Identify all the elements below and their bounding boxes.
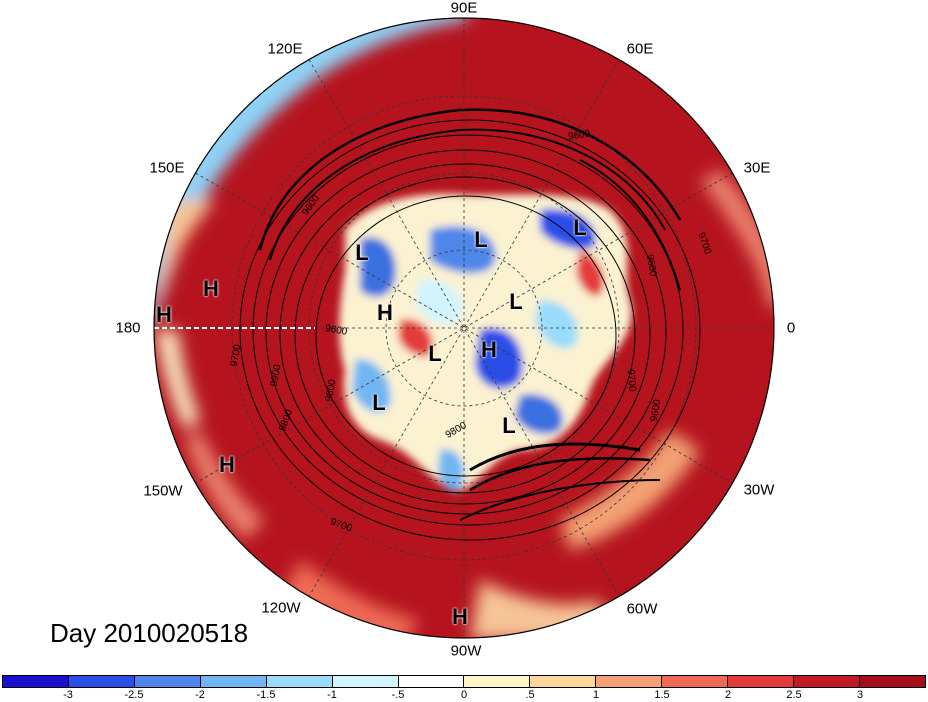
lon-label-120e: 120E	[267, 40, 303, 58]
colorbar-swatch	[266, 676, 333, 687]
lon-label-90w: 90W	[450, 642, 482, 660]
colorbar-swatch	[662, 676, 729, 687]
colorbar-swatch	[398, 676, 465, 687]
colorbar-tick-label: -1.5	[256, 689, 276, 701]
colorbar-tick-label: 1.5	[654, 689, 670, 701]
colorbar	[2, 675, 926, 688]
low-pressure-marker: L	[474, 227, 488, 252]
graticule	[154, 18, 774, 638]
colorbar-swatch	[332, 676, 399, 687]
colorbar-swatch	[596, 676, 663, 687]
colorbar-tick-label: 0	[460, 689, 468, 701]
colorbar-tick-label: 1	[592, 689, 600, 701]
low-pressure-marker: L	[573, 215, 587, 240]
low-pressure-marker: L	[355, 240, 369, 265]
lon-label-120w: 120W	[261, 599, 301, 617]
colorbar-tick-label: 2.5	[786, 689, 802, 701]
colorbar-tick-label: .5	[525, 689, 535, 701]
colorbar-swatch	[200, 676, 267, 687]
lon-label-30w: 30W	[743, 481, 775, 499]
anomaly-field	[154, 18, 774, 638]
lon-label-0: 0	[786, 319, 796, 337]
lon-label-180: 180	[115, 319, 141, 337]
high-pressure-marker: H	[219, 452, 235, 477]
lon-label-150e: 150E	[149, 159, 185, 177]
lon-label-150w: 150W	[143, 482, 183, 500]
contour-label: 9700	[624, 368, 638, 393]
high-pressure-marker: H	[156, 302, 172, 327]
colorbar-tick-label: -1	[327, 689, 337, 701]
colorbar-swatch	[728, 676, 795, 687]
high-pressure-marker: H	[203, 276, 219, 301]
lon-label-60e: 60E	[626, 40, 654, 58]
high-pressure-marker: H	[481, 337, 497, 362]
low-pressure-marker: L	[428, 341, 442, 366]
colorbar-swatch	[3, 676, 69, 687]
timestamp-label: Day 2010020518	[50, 618, 249, 648]
lon-label-60w: 60W	[626, 600, 658, 618]
colorbar-swatch	[134, 676, 201, 687]
high-pressure-marker: H	[452, 604, 468, 629]
colorbar-tick-label: 2	[724, 689, 732, 701]
low-pressure-marker: L	[502, 413, 516, 438]
low-pressure-marker: L	[372, 390, 386, 415]
low-pressure-marker: L	[509, 289, 523, 314]
colorbar-swatch	[530, 676, 597, 687]
colorbar-tick-label: -2.5	[124, 689, 144, 701]
colorbar-tick-label: -2	[195, 689, 205, 701]
lon-label-90e: 90E	[450, 0, 478, 17]
colorbar-swatch	[859, 676, 925, 687]
colorbar-swatch	[68, 676, 135, 687]
high-pressure-marker: H	[377, 300, 393, 325]
lon-label-30e: 30E	[743, 159, 771, 177]
colorbar-tick-label: -.5	[391, 689, 405, 701]
height-contours	[239, 108, 701, 541]
colorbar-tick-label: 3	[856, 689, 864, 701]
map-border	[153, 17, 775, 639]
colorbar-tick-label: -3	[63, 689, 73, 701]
colorbar-swatch	[794, 676, 860, 687]
colorbar-swatch	[464, 676, 531, 687]
